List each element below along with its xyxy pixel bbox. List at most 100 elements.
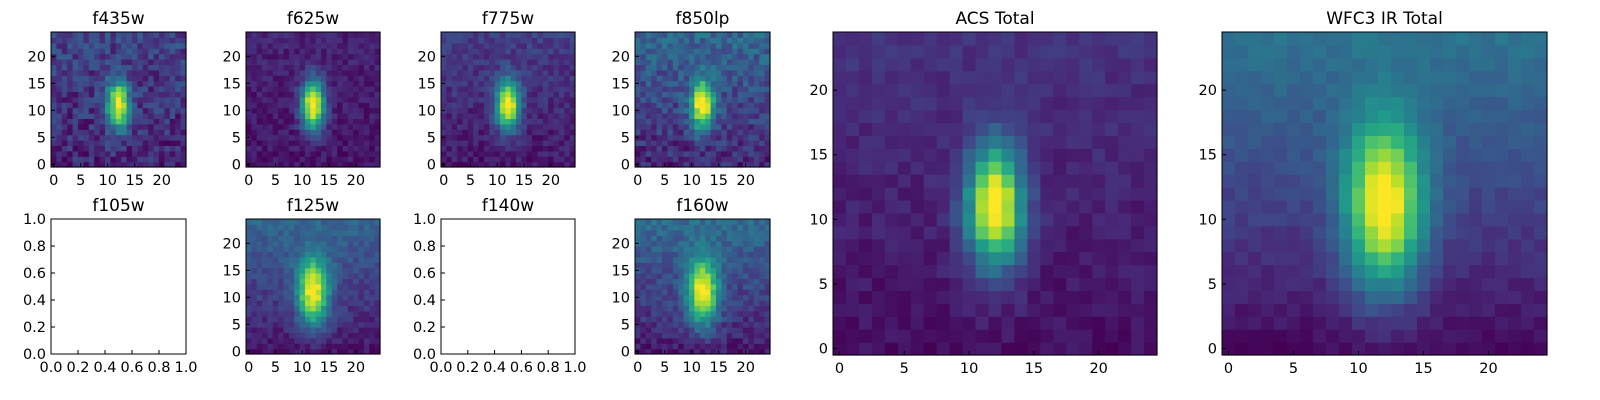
heatmap-cell xyxy=(358,102,365,109)
heatmap-cell xyxy=(105,69,111,76)
heatmap-cell xyxy=(288,150,295,157)
heatmap-cell xyxy=(121,32,128,38)
heatmap-cell xyxy=(1287,264,1301,279)
heatmap-cell xyxy=(337,273,344,279)
heatmap-cell xyxy=(737,96,744,103)
heatmap-cell xyxy=(262,64,269,71)
heatmap-cell xyxy=(342,69,349,76)
heatmap-cell xyxy=(347,113,354,119)
heatmap-cell xyxy=(871,83,886,98)
heatmap-cell xyxy=(99,48,106,55)
heatmap-cell xyxy=(558,64,565,71)
heatmap-cell xyxy=(304,300,311,306)
heatmap-cell xyxy=(483,102,490,109)
heatmap-cell xyxy=(1456,187,1470,201)
heatmap-cell xyxy=(1027,122,1041,136)
heatmap-cell xyxy=(645,283,652,290)
heatmap-cell xyxy=(342,224,349,231)
heatmap-cell xyxy=(326,145,333,152)
heatmap-cell xyxy=(321,123,327,130)
heatmap-cell xyxy=(347,289,354,296)
heatmap-cell xyxy=(667,107,674,114)
heatmap-cell xyxy=(542,161,549,168)
heatmap-cell xyxy=(88,75,95,82)
heatmap-cell xyxy=(710,219,717,225)
heatmap-cell xyxy=(159,102,165,109)
heatmap-cell xyxy=(363,42,370,49)
heatmap-cell xyxy=(537,80,544,87)
heatmap-cell xyxy=(710,246,717,252)
heatmap-cell xyxy=(753,69,760,76)
heatmap-cell xyxy=(374,224,381,231)
heatmap-cell xyxy=(962,212,977,227)
heatmap-cell xyxy=(689,327,695,333)
heatmap-cell xyxy=(689,96,695,103)
heatmap-cell xyxy=(278,59,285,65)
heatmap-cell xyxy=(732,300,739,306)
heatmap-cell xyxy=(640,316,647,323)
heatmap-cell xyxy=(505,140,512,146)
heatmap-cell xyxy=(1482,225,1496,240)
heatmap-cell xyxy=(705,48,712,55)
heatmap-cell xyxy=(94,80,101,87)
heatmap-cell xyxy=(683,251,690,258)
heatmap-cell xyxy=(51,102,57,109)
heatmap-cell xyxy=(132,129,138,136)
heatmap-cell xyxy=(759,150,766,157)
heatmap-cell xyxy=(262,156,269,163)
heatmap-cell xyxy=(1235,277,1249,291)
heatmap-cell xyxy=(689,145,695,152)
heatmap-cell xyxy=(672,337,679,344)
heatmap-cell xyxy=(342,278,349,285)
heatmap-cell xyxy=(1534,290,1548,304)
heatmap-cell xyxy=(656,240,663,247)
heatmap-cell xyxy=(321,256,327,263)
heatmap-cell xyxy=(78,134,84,141)
heatmap-cell xyxy=(542,123,549,130)
heatmap-cell xyxy=(845,329,860,343)
heatmap-cell xyxy=(251,107,258,114)
heatmap-cell xyxy=(110,113,117,119)
heatmap-cell xyxy=(962,32,977,46)
heatmap-cell xyxy=(256,48,263,55)
heatmap-cell xyxy=(553,32,560,38)
heatmap-cell xyxy=(1053,316,1067,330)
heatmap-cell xyxy=(251,310,258,317)
heatmap-cell xyxy=(267,283,274,290)
heatmap-cell xyxy=(537,129,544,136)
heatmap-cell xyxy=(99,96,106,103)
heatmap-cell xyxy=(936,225,951,240)
heatmap-cell xyxy=(1404,251,1418,266)
heatmap-cell xyxy=(564,134,571,141)
heatmap-cell xyxy=(516,113,522,119)
heatmap-cell xyxy=(1027,342,1041,356)
heatmap-cell xyxy=(72,129,79,136)
heatmap-cell xyxy=(72,102,79,109)
heatmap-cell xyxy=(1027,238,1041,253)
y-tick-label: 5 xyxy=(621,130,630,146)
heatmap-cell xyxy=(337,140,344,146)
heatmap-cell xyxy=(288,59,295,65)
heatmap-cell xyxy=(1430,251,1444,266)
heatmap-cell xyxy=(462,161,469,168)
heatmap-cell xyxy=(705,273,712,279)
heatmap-cell xyxy=(510,129,517,136)
heatmap-cell xyxy=(159,75,165,82)
heatmap-cell xyxy=(936,238,951,253)
heatmap-cell xyxy=(845,83,860,98)
heatmap-cell xyxy=(564,80,571,87)
heatmap-cell xyxy=(164,145,171,152)
heatmap-cell xyxy=(121,59,128,65)
heatmap-cell xyxy=(363,267,370,274)
heatmap-cell xyxy=(137,129,144,136)
heatmap-cell xyxy=(732,140,739,146)
heatmap-cell xyxy=(1118,109,1132,124)
heatmap-cell xyxy=(532,32,539,38)
heatmap-cell xyxy=(710,129,717,136)
heatmap-cell xyxy=(457,134,464,141)
heatmap-cell xyxy=(164,123,171,130)
heatmap-cell xyxy=(473,37,480,44)
heatmap-cell xyxy=(326,256,333,263)
heatmap-cell xyxy=(180,32,187,38)
heatmap-cell xyxy=(1014,199,1028,214)
